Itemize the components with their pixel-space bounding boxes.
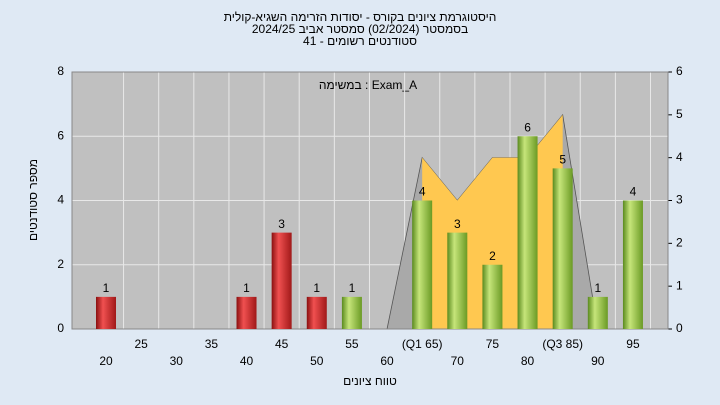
x-tick-label: 60 — [380, 354, 394, 368]
data-label: 1 — [594, 281, 601, 295]
title-line: סטודנטים רשומים - 41 — [303, 34, 417, 48]
x-tick-label: 55 — [345, 337, 359, 351]
x-tick-label: 50 — [310, 354, 324, 368]
annotation: במשימה : Exam_A — [319, 78, 417, 92]
data-label: 5 — [559, 153, 566, 167]
y-tick-label: 6 — [57, 128, 64, 142]
bar — [236, 296, 257, 329]
bar — [412, 200, 433, 329]
x-tick-label: (Q1 65) — [402, 337, 443, 351]
data-label: 3 — [278, 217, 285, 231]
y2-tick-label: 2 — [676, 236, 683, 250]
x-tick-label: (Q3 85) — [542, 337, 583, 351]
y2-tick-label: 1 — [676, 278, 683, 292]
y2-tick-label: 4 — [676, 150, 683, 164]
bar — [306, 296, 327, 329]
y-tick-label: 2 — [57, 257, 64, 271]
plot-border — [71, 71, 669, 330]
y-tick-label: 0 — [57, 321, 64, 335]
x-tick-label: 35 — [205, 337, 219, 351]
x-tick-label: 70 — [451, 354, 465, 368]
y2-tick-label: 5 — [676, 107, 683, 121]
bar — [447, 232, 468, 329]
data-label: 3 — [454, 217, 461, 231]
bar — [622, 200, 643, 329]
data-label: 2 — [489, 249, 496, 263]
y-axis-label: מספר סטודנטים — [26, 159, 40, 241]
x-axis-label: טווח ציונים — [343, 374, 397, 388]
data-label: 1 — [243, 281, 250, 295]
y2-tick-label: 3 — [676, 193, 683, 207]
y2-tick-label: 6 — [676, 64, 683, 78]
bar — [271, 232, 292, 329]
data-label: 6 — [524, 120, 531, 134]
x-tick-label: 40 — [240, 354, 254, 368]
data-label: 4 — [419, 185, 426, 199]
x-tick-label: 80 — [521, 354, 535, 368]
x-tick-label: 30 — [170, 354, 184, 368]
title-line: היסטוגרמת ציונים בקורס - יסודות הזרימה ה… — [224, 10, 497, 24]
data-label: 4 — [630, 185, 637, 199]
y-tick-label: 4 — [57, 193, 64, 207]
data-label: 1 — [313, 281, 320, 295]
y-tick-label: 8 — [57, 64, 64, 78]
bar — [587, 296, 608, 329]
bar — [517, 136, 538, 329]
x-tick-label: 90 — [591, 354, 605, 368]
x-tick-label: 95 — [626, 337, 640, 351]
data-label: 1 — [103, 281, 110, 295]
x-tick-label: 45 — [275, 337, 289, 351]
bar — [552, 168, 573, 329]
y2-tick-label: 0 — [676, 321, 683, 335]
x-tick-label: 25 — [134, 337, 148, 351]
data-label: 1 — [349, 281, 356, 295]
x-tick-label: 20 — [99, 354, 113, 368]
bar — [341, 296, 362, 329]
x-tick-label: 75 — [486, 337, 500, 351]
bar — [96, 296, 116, 329]
bar — [482, 264, 503, 329]
title-line: בסמסטר (02/2024) סמסטר אביב 2024/25 — [252, 22, 468, 36]
